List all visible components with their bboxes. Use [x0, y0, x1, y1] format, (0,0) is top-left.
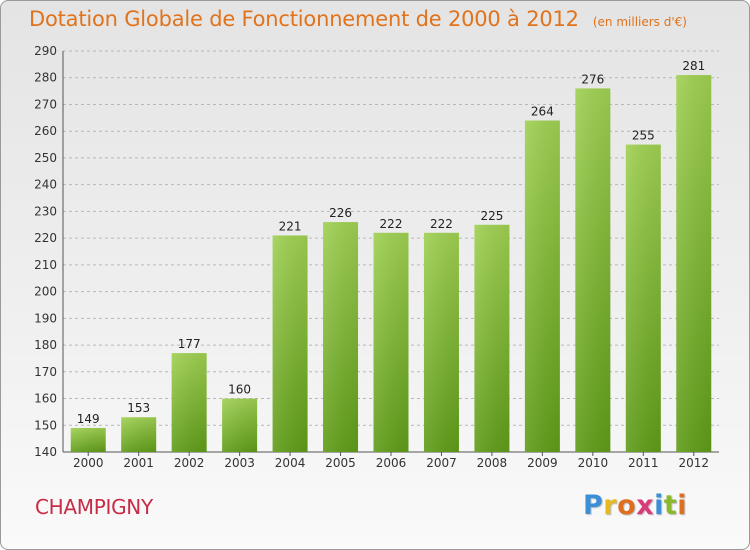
- x-tick-label-2011: 2011: [628, 456, 659, 470]
- y-tick-label: 170: [34, 365, 57, 379]
- proxiti-logo: Proxiti: [583, 490, 687, 521]
- x-tick-label-2006: 2006: [376, 456, 407, 470]
- value-label-2010: 276: [581, 72, 604, 86]
- bar-shade-2001: [121, 417, 157, 452]
- x-tick-label-2002: 2002: [174, 456, 205, 470]
- y-tick-label: 160: [34, 392, 57, 406]
- bar-shade-2006: [373, 232, 409, 452]
- value-label-2002: 177: [178, 337, 201, 351]
- x-tick-label-2010: 2010: [578, 456, 609, 470]
- chart-unit-label: (en milliers d'€): [592, 15, 687, 29]
- value-label-2006: 222: [380, 217, 403, 231]
- value-label-2004: 221: [279, 219, 302, 233]
- y-tick-label: 150: [34, 418, 57, 432]
- bar-shade-2005: [323, 222, 359, 452]
- x-tick-label-2007: 2007: [426, 456, 457, 470]
- logo-letter: i: [677, 490, 688, 521]
- x-tick-label-2000: 2000: [73, 456, 104, 470]
- y-tick-label: 140: [34, 445, 57, 459]
- bar-shade-2004: [272, 235, 308, 452]
- y-tick-label: 210: [34, 258, 57, 272]
- y-tick-label: 220: [34, 231, 57, 245]
- y-tick-label: 290: [34, 44, 57, 58]
- bar-shade-2008: [474, 224, 510, 452]
- chart-title-text: Dotation Globale de Fonctionnement de 20…: [29, 7, 579, 31]
- x-tick-label-2008: 2008: [477, 456, 508, 470]
- bar-shade-2011: [625, 144, 661, 453]
- bar-shade-2000: [70, 427, 106, 452]
- logo-letter: x: [636, 490, 655, 521]
- value-label-2008: 225: [480, 209, 503, 223]
- axis-layer: 140 150 160 170 180 190 200 210 220 230 240 250 260 2…: [34, 44, 719, 459]
- value-label-2003: 160: [228, 383, 251, 397]
- bar-shade-2012: [676, 75, 712, 452]
- value-label-2011: 255: [632, 129, 655, 143]
- bar-shade-2010: [575, 88, 611, 452]
- bar-shade-2003: [222, 398, 258, 452]
- x-tick-label-2005: 2005: [325, 456, 356, 470]
- x-tick-label-2003: 2003: [224, 456, 255, 470]
- logo-letter: o: [617, 490, 637, 521]
- x-tick-label-2009: 2009: [527, 456, 558, 470]
- x-tick-label-2004: 2004: [275, 456, 306, 470]
- y-tick-label: 250: [34, 151, 57, 165]
- label-layer: 149 2000 153 2001 177 2002 160 2003 221 2004 226 20…: [73, 59, 709, 470]
- y-tick-label: 230: [34, 204, 57, 218]
- y-tick-label: 240: [34, 178, 57, 192]
- value-label-2005: 226: [329, 206, 352, 220]
- y-tick-label: 280: [34, 71, 57, 85]
- chart-title: Dotation Globale de Fonctionnement de 20…: [29, 7, 687, 31]
- y-tick-label: 200: [34, 285, 57, 299]
- logo-letter: P: [583, 490, 604, 521]
- y-tick-label: 180: [34, 338, 57, 352]
- value-label-2001: 153: [127, 401, 150, 415]
- bar-shade-2009: [524, 120, 560, 453]
- y-tick-label: 270: [34, 97, 57, 111]
- value-label-2000: 149: [77, 412, 100, 426]
- logo-letter: r: [603, 490, 618, 521]
- x-tick-label-2012: 2012: [678, 456, 709, 470]
- bar-shade-2007: [423, 232, 459, 452]
- commune-name: CHAMPIGNY: [35, 495, 153, 519]
- x-tick-label-2001: 2001: [123, 456, 154, 470]
- logo-letter: t: [663, 490, 678, 521]
- value-label-2009: 264: [531, 105, 554, 119]
- value-label-2012: 281: [682, 59, 705, 73]
- y-tick-label: 260: [34, 124, 57, 138]
- bar-shade-2002: [171, 353, 207, 452]
- value-label-2007: 222: [430, 217, 453, 231]
- bar-layer: [70, 75, 712, 453]
- y-tick-label: 190: [34, 311, 57, 325]
- logo-letter: i: [654, 490, 664, 521]
